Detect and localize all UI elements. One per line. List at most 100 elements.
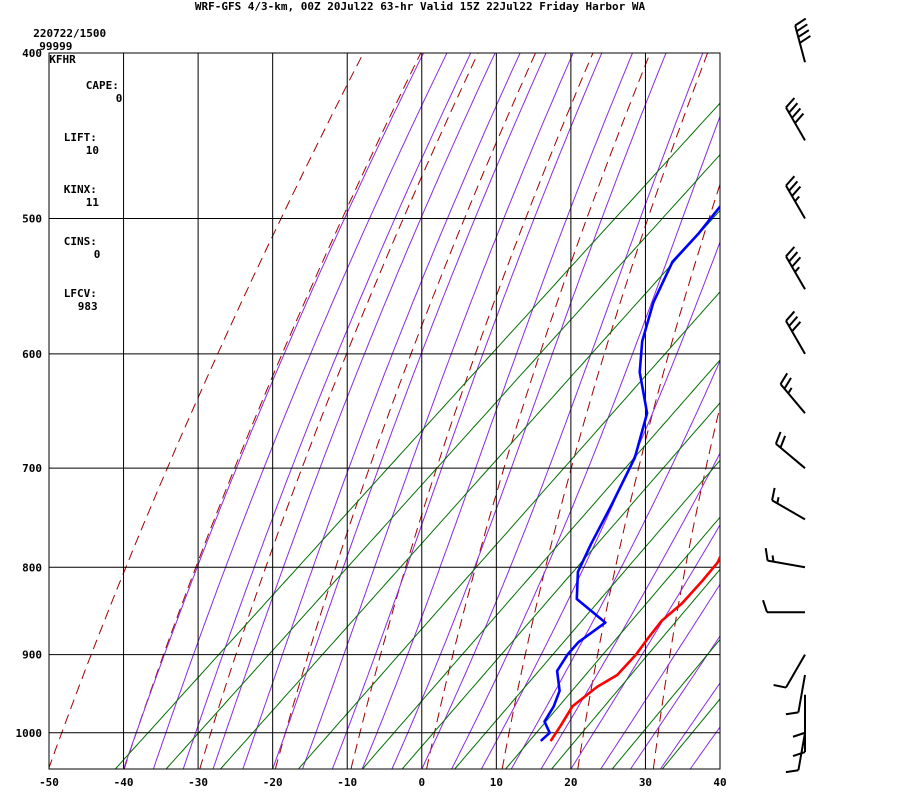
dry-adiabat-line bbox=[880, 44, 900, 769]
mixing-ratio-line bbox=[661, 698, 720, 769]
wind-barb-staff bbox=[775, 442, 806, 469]
wind-barb-feather bbox=[779, 372, 789, 385]
wind-barb-feather bbox=[791, 185, 802, 197]
lfcv-value: 983 bbox=[77, 300, 98, 313]
wind-barb-feather bbox=[785, 175, 796, 187]
mixing-ratio-line bbox=[401, 402, 720, 769]
mixing-ratio-line bbox=[789, 44, 900, 769]
wind-barb-staff bbox=[797, 674, 806, 713]
header-datetime: 220722/1500 bbox=[33, 27, 107, 40]
moist-adiabat-line bbox=[331, 53, 603, 769]
wind-barbs bbox=[762, 17, 811, 774]
wind-barb bbox=[773, 654, 806, 689]
moist-adiabat-line bbox=[689, 726, 720, 769]
cape-label: CAPE: bbox=[85, 79, 119, 92]
cins-label: CINS: bbox=[63, 235, 97, 248]
wind-barb-feather bbox=[788, 315, 799, 327]
wind-barb bbox=[785, 674, 806, 716]
mixing-ratio-line bbox=[298, 291, 720, 769]
moist-adiabat-line bbox=[451, 115, 720, 769]
wind-barb-feather bbox=[797, 29, 810, 38]
y-tick-label: 600 bbox=[22, 348, 42, 361]
wind-barb-feather bbox=[791, 321, 802, 332]
wind-barb bbox=[785, 732, 806, 774]
wind-barb-feather bbox=[794, 17, 807, 27]
wind-barb bbox=[792, 694, 806, 738]
mixing-ratio-lines bbox=[114, 44, 900, 769]
wind-barb-staff bbox=[794, 25, 806, 63]
chart-title: WRF-GFS 4/3-km, 00Z 20Jul22 63-hr Valid … bbox=[194, 0, 646, 13]
mixing-ratio-line bbox=[114, 102, 720, 769]
moist-adiabat-line bbox=[272, 53, 547, 769]
y-tick-label: 700 bbox=[22, 462, 42, 475]
moist-adiabat-line bbox=[570, 523, 720, 769]
wind-barb-half-feather bbox=[776, 496, 780, 504]
moist-adiabat-line bbox=[719, 768, 720, 769]
dewpoint-profile-line bbox=[540, 204, 720, 742]
kinx-label: KINX: bbox=[63, 183, 97, 196]
y-tick-label: 900 bbox=[22, 649, 42, 662]
mixing-ratio-line bbox=[728, 44, 900, 769]
y-tick-label: 500 bbox=[22, 213, 42, 226]
kinx-value: 11 bbox=[85, 196, 99, 209]
wind-barb-feather bbox=[764, 547, 769, 561]
wind-barb-staff bbox=[785, 320, 806, 355]
lift-value: 10 bbox=[85, 144, 99, 157]
wind-barb-staff bbox=[785, 654, 806, 689]
x-tick-label: -40 bbox=[114, 776, 134, 789]
wind-barb-feather bbox=[785, 769, 799, 774]
moist-adiabat-line bbox=[421, 53, 704, 769]
header-station-number: 99999 bbox=[39, 40, 73, 53]
wind-barb-staff bbox=[779, 383, 806, 414]
moist-adiabat-line bbox=[212, 53, 496, 769]
wind-barb-feather bbox=[791, 256, 802, 268]
x-tick-label: 10 bbox=[490, 776, 503, 789]
x-tick-label: -50 bbox=[39, 776, 59, 789]
moist-adiabat-line bbox=[152, 53, 448, 769]
dry-adiabat-line bbox=[729, 44, 883, 769]
wind-barb-feather bbox=[785, 246, 796, 258]
wind-barb-staff bbox=[785, 185, 806, 220]
x-tick-label: -10 bbox=[337, 776, 357, 789]
x-tick-label: 40 bbox=[713, 776, 726, 789]
mixing-ratio-line bbox=[843, 44, 900, 769]
wind-barb bbox=[785, 175, 806, 220]
wind-barb-feather bbox=[785, 310, 796, 322]
axis-tick-labels: -50 -40 -30 -20 -10 0 10 20 30 40 400 500 600 700 800 9… bbox=[16, 47, 727, 789]
wind-barb bbox=[779, 372, 806, 414]
wind-barb-staff bbox=[767, 559, 806, 569]
mixing-ratio-line bbox=[505, 516, 720, 769]
wind-barb bbox=[771, 487, 806, 521]
wind-barb-feather bbox=[794, 112, 805, 124]
sounding-profiles bbox=[540, 204, 720, 742]
dry-adiabat-line bbox=[652, 404, 720, 769]
moist-adiabat-line bbox=[361, 53, 633, 769]
x-tick-label: 0 bbox=[418, 776, 425, 789]
wind-barb-feather bbox=[788, 180, 799, 192]
wind-barb-half-feather bbox=[794, 266, 800, 273]
dry-adiabat-line bbox=[199, 53, 479, 769]
wind-barb-feather bbox=[796, 23, 808, 33]
wind-barb-staff bbox=[785, 106, 806, 141]
wind-barb-feather bbox=[779, 435, 787, 448]
wind-barb-staff bbox=[797, 732, 806, 771]
wind-barb-staff bbox=[771, 499, 806, 521]
mixing-ratio-line bbox=[454, 459, 720, 769]
wind-barb-feather bbox=[788, 102, 799, 114]
moist-adiabat-line bbox=[630, 635, 720, 769]
wind-barb bbox=[764, 547, 806, 569]
wind-barb-feather bbox=[785, 97, 796, 109]
wind-barb-feather bbox=[791, 107, 802, 119]
wind-barb-feather bbox=[785, 711, 799, 716]
wind-barb bbox=[785, 246, 806, 290]
dry-adiabat-line bbox=[426, 53, 651, 769]
x-tick-label: 20 bbox=[564, 776, 577, 789]
lift-label: LIFT: bbox=[63, 131, 97, 144]
moist-adiabat-line bbox=[510, 359, 720, 769]
cins-value: 0 bbox=[93, 248, 101, 261]
dry-adiabats bbox=[49, 44, 900, 769]
dry-adiabat-line bbox=[123, 53, 422, 769]
dry-adiabat-line bbox=[805, 44, 900, 769]
moist-adiabat-line bbox=[391, 53, 667, 769]
